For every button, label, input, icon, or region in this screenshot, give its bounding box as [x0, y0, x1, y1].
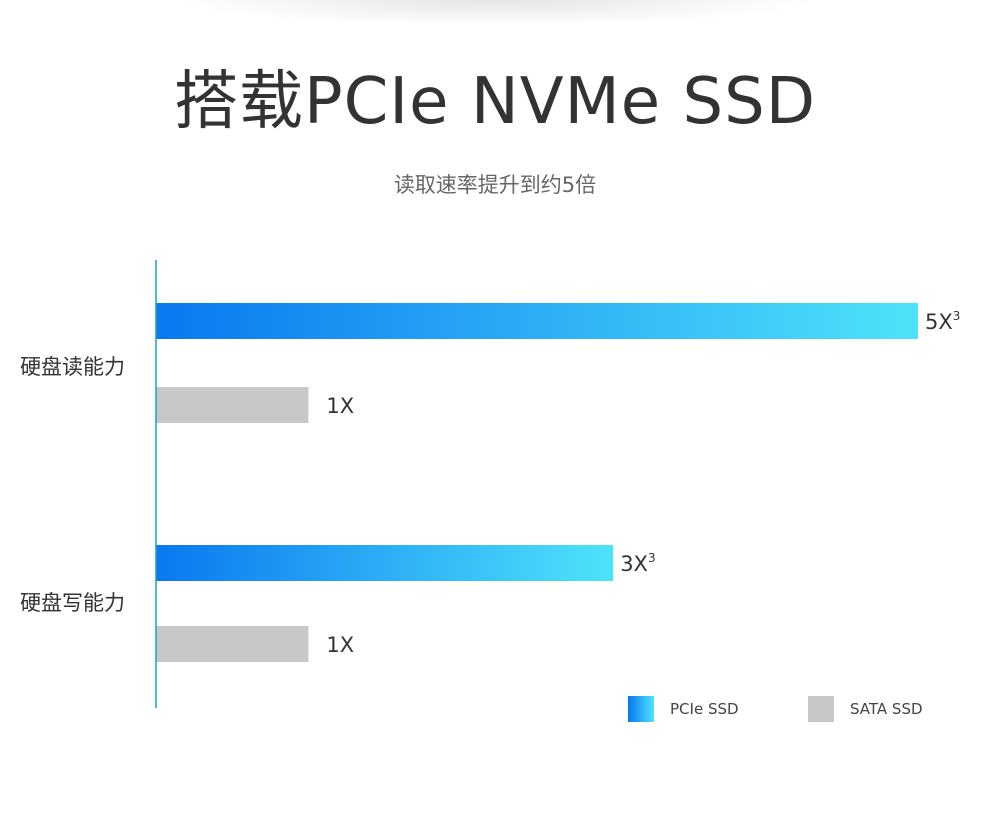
data-label-sata: 1X: [326, 633, 354, 657]
legend-swatch-sata: [808, 696, 834, 722]
legend-label-pcie: PCIe SSD: [670, 700, 739, 718]
bar-sata: [156, 387, 309, 423]
legend-item-sata: SATA SSD: [808, 696, 923, 722]
data-label-pcie: 3X3: [620, 551, 655, 576]
category-label: 硬盘读能力: [20, 355, 125, 379]
bar-pcie: [156, 303, 918, 339]
page-title: 搭载PCIe NVMe SSD: [174, 65, 816, 139]
data-label-pcie: 5X3: [925, 309, 960, 334]
data-label-sata: 1X: [326, 394, 354, 418]
bar-pcie: [156, 545, 614, 581]
legend-swatch-pcie: [628, 696, 654, 722]
bar-sata: [156, 626, 309, 662]
legend-label-sata: SATA SSD: [850, 700, 923, 718]
page-subtitle: 读取速率提升到约5倍: [393, 173, 597, 197]
category-label: 硬盘写能力: [20, 591, 125, 615]
legend-item-pcie: PCIe SSD: [628, 696, 739, 722]
top-shade: [0, 0, 990, 30]
